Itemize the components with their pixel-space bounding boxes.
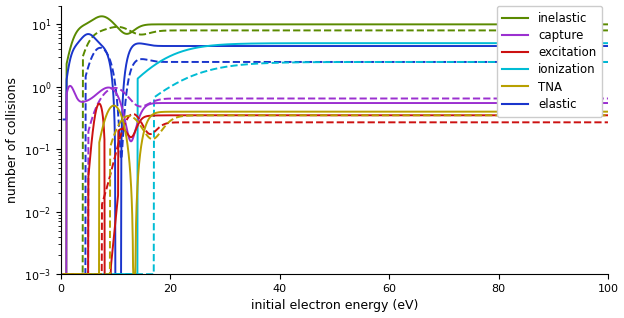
X-axis label: initial electron energy (eV): initial electron energy (eV) xyxy=(251,300,418,313)
Y-axis label: number of collisions: number of collisions xyxy=(6,77,19,203)
Legend: inelastic, capture, excitation, ionization, TNA, elastic: inelastic, capture, excitation, ionizati… xyxy=(497,6,602,117)
